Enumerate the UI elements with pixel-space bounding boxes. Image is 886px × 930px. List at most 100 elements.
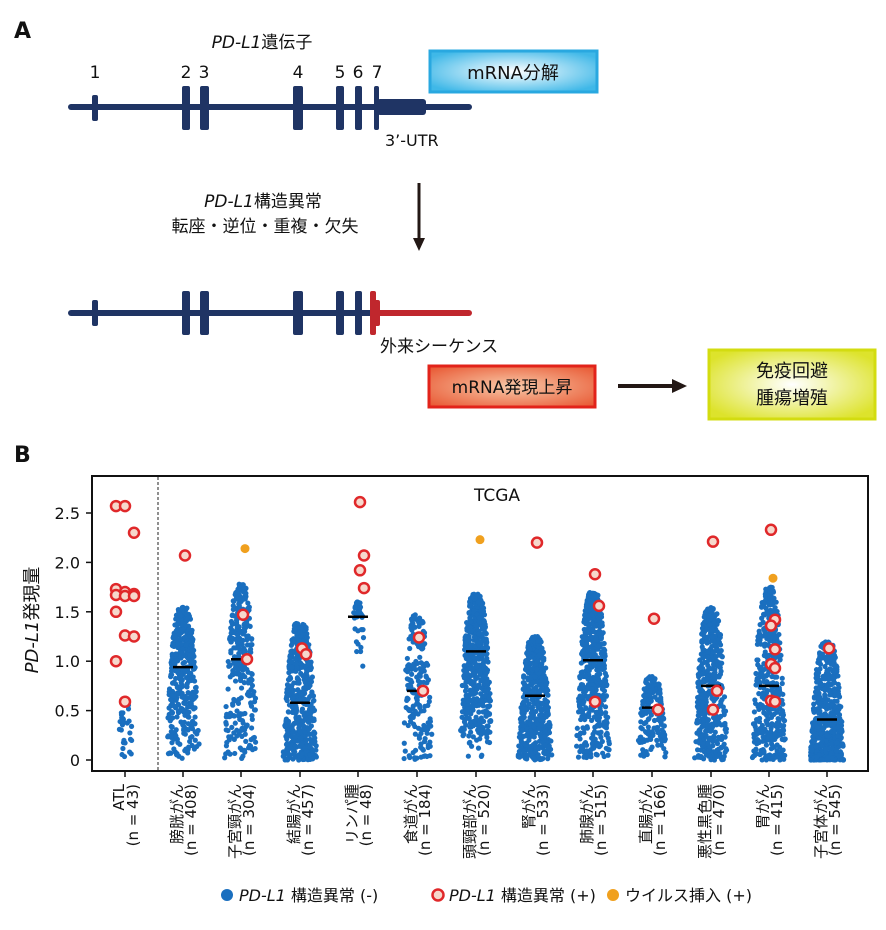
- point-sv-negative: [304, 668, 310, 674]
- point-sv-negative: [536, 652, 543, 658]
- point-sv-negative: [116, 726, 123, 732]
- point-sv-negative: [816, 694, 822, 701]
- point-sv-negative: [175, 701, 182, 708]
- point-sv-negative: [589, 681, 595, 688]
- point-sv-negative: [407, 645, 413, 652]
- point-sv-negative: [647, 688, 653, 694]
- point-sv-negative: [419, 643, 426, 649]
- mrna-up-box: [427, 364, 597, 409]
- point-sv-negative: [175, 658, 181, 664]
- point-sv-negative: [759, 603, 765, 609]
- point-sv-negative: [589, 686, 595, 692]
- point-sv-negative: [813, 743, 819, 749]
- point-sv-negative: [700, 655, 706, 661]
- point-sv-negative: [579, 745, 586, 751]
- point-sv-negative: [522, 688, 528, 695]
- point-sv-negative: [482, 729, 488, 735]
- point-sv-negative: [755, 634, 761, 640]
- point-sv-negative: [227, 674, 233, 680]
- point-sv-negative: [249, 677, 255, 683]
- point-sv-negative: [237, 711, 244, 717]
- point-sv-negative: [419, 618, 425, 625]
- point-sv-negative: [287, 652, 293, 658]
- point-sv-negative: [539, 701, 546, 707]
- point-sv-negative: [289, 726, 295, 732]
- legend-marker: [607, 889, 619, 901]
- utr-block: [377, 99, 426, 115]
- exon-numbers: 1 2 3 4 5 6 7: [90, 63, 383, 83]
- point-sv-negative: [418, 754, 424, 760]
- point-sv-negative: [581, 726, 587, 732]
- exon-6: [355, 86, 362, 130]
- x-tick-sample-size: (n = 184): [416, 784, 434, 856]
- point-sv-negative: [234, 589, 240, 595]
- point-sv-negative: [825, 668, 831, 674]
- point-sv-negative: [306, 719, 312, 725]
- point-sv-negative: [716, 720, 722, 726]
- point-sv-negative: [360, 663, 366, 669]
- x-tick-label: ATL: [110, 783, 128, 810]
- exon-number: 2: [181, 63, 192, 83]
- y-tick-label: 0: [70, 751, 80, 770]
- point-sv-negative: [520, 706, 527, 712]
- point-sv-negative: [175, 740, 181, 746]
- point-sv-negative: [225, 658, 231, 665]
- point-sv-negative: [423, 673, 429, 679]
- point-sv-negative: [284, 736, 290, 742]
- point-sv-negative: [303, 624, 309, 631]
- point-sv-negative: [401, 740, 407, 746]
- point-sv-negative: [412, 624, 418, 630]
- point-sv-negative: [421, 708, 427, 714]
- point-sv-negative: [646, 692, 652, 698]
- point-sv-negative: [768, 746, 774, 752]
- outcome-box: [707, 348, 877, 421]
- point-sv-negative: [835, 691, 842, 697]
- point-sv-negative: [756, 691, 762, 697]
- point-sv-negative: [480, 623, 486, 630]
- point-sv-negative: [233, 595, 240, 601]
- point-sv-negative: [588, 634, 594, 640]
- point-sv-negative: [175, 708, 181, 714]
- point-sv-negative: [597, 612, 603, 618]
- point-sv-negative: [583, 621, 589, 627]
- point-sv-negative: [601, 688, 608, 694]
- point-sv-negative: [427, 694, 433, 700]
- point-sv-negative: [484, 734, 490, 740]
- point-sv-negative: [463, 722, 469, 728]
- point-sv-negative: [760, 690, 766, 696]
- point-sv-negative: [128, 723, 135, 729]
- point-sv-positive: [588, 695, 602, 708]
- point-sv-negative: [181, 659, 188, 665]
- point-sv-negative: [604, 731, 610, 738]
- point-sv-negative: [292, 734, 298, 740]
- point-sv-negative: [292, 656, 299, 662]
- point-sv-negative: [817, 661, 824, 667]
- x-axis: ATL(n = 43) 膀胱がん(n = 408) 子宮頸がん(n = 304) 結腸…: [110, 771, 844, 859]
- point-sv-negative: [165, 751, 172, 757]
- point-sv-negative: [186, 671, 192, 677]
- point-sv-negative: [521, 699, 528, 705]
- point-sv-negative: [235, 623, 241, 629]
- legend-item-sv-negative: PD-L1 構造異常 (-): [221, 886, 378, 905]
- point-sv-negative: [779, 680, 785, 687]
- point-sv-negative: [309, 674, 315, 680]
- point-sv-negative: [650, 731, 656, 737]
- point-sv-negative: [297, 697, 303, 703]
- point-sv-negative: [175, 620, 181, 626]
- point-sv-negative: [756, 679, 762, 685]
- point-sv-negative: [427, 753, 433, 759]
- point-sv-negative: [425, 677, 431, 683]
- point-sv-negative: [645, 724, 651, 730]
- point-sv-negative: [227, 663, 233, 669]
- exon-2: [182, 291, 190, 335]
- point-sv-negative: [835, 673, 841, 679]
- point-sv-negative: [169, 724, 175, 730]
- panel-b: B PD-L1発現量 00.51.01.52.02.5 TCGA ATL(n =…: [14, 443, 869, 905]
- exon-4: [293, 86, 303, 130]
- foreign-sequence-label: 外来シーケンス: [380, 337, 498, 357]
- point-sv-negative: [661, 723, 667, 729]
- point-sv-negative: [662, 753, 668, 760]
- point-sv-negative: [649, 678, 655, 684]
- point-sv-negative: [308, 723, 314, 729]
- point-sv-negative: [703, 638, 710, 644]
